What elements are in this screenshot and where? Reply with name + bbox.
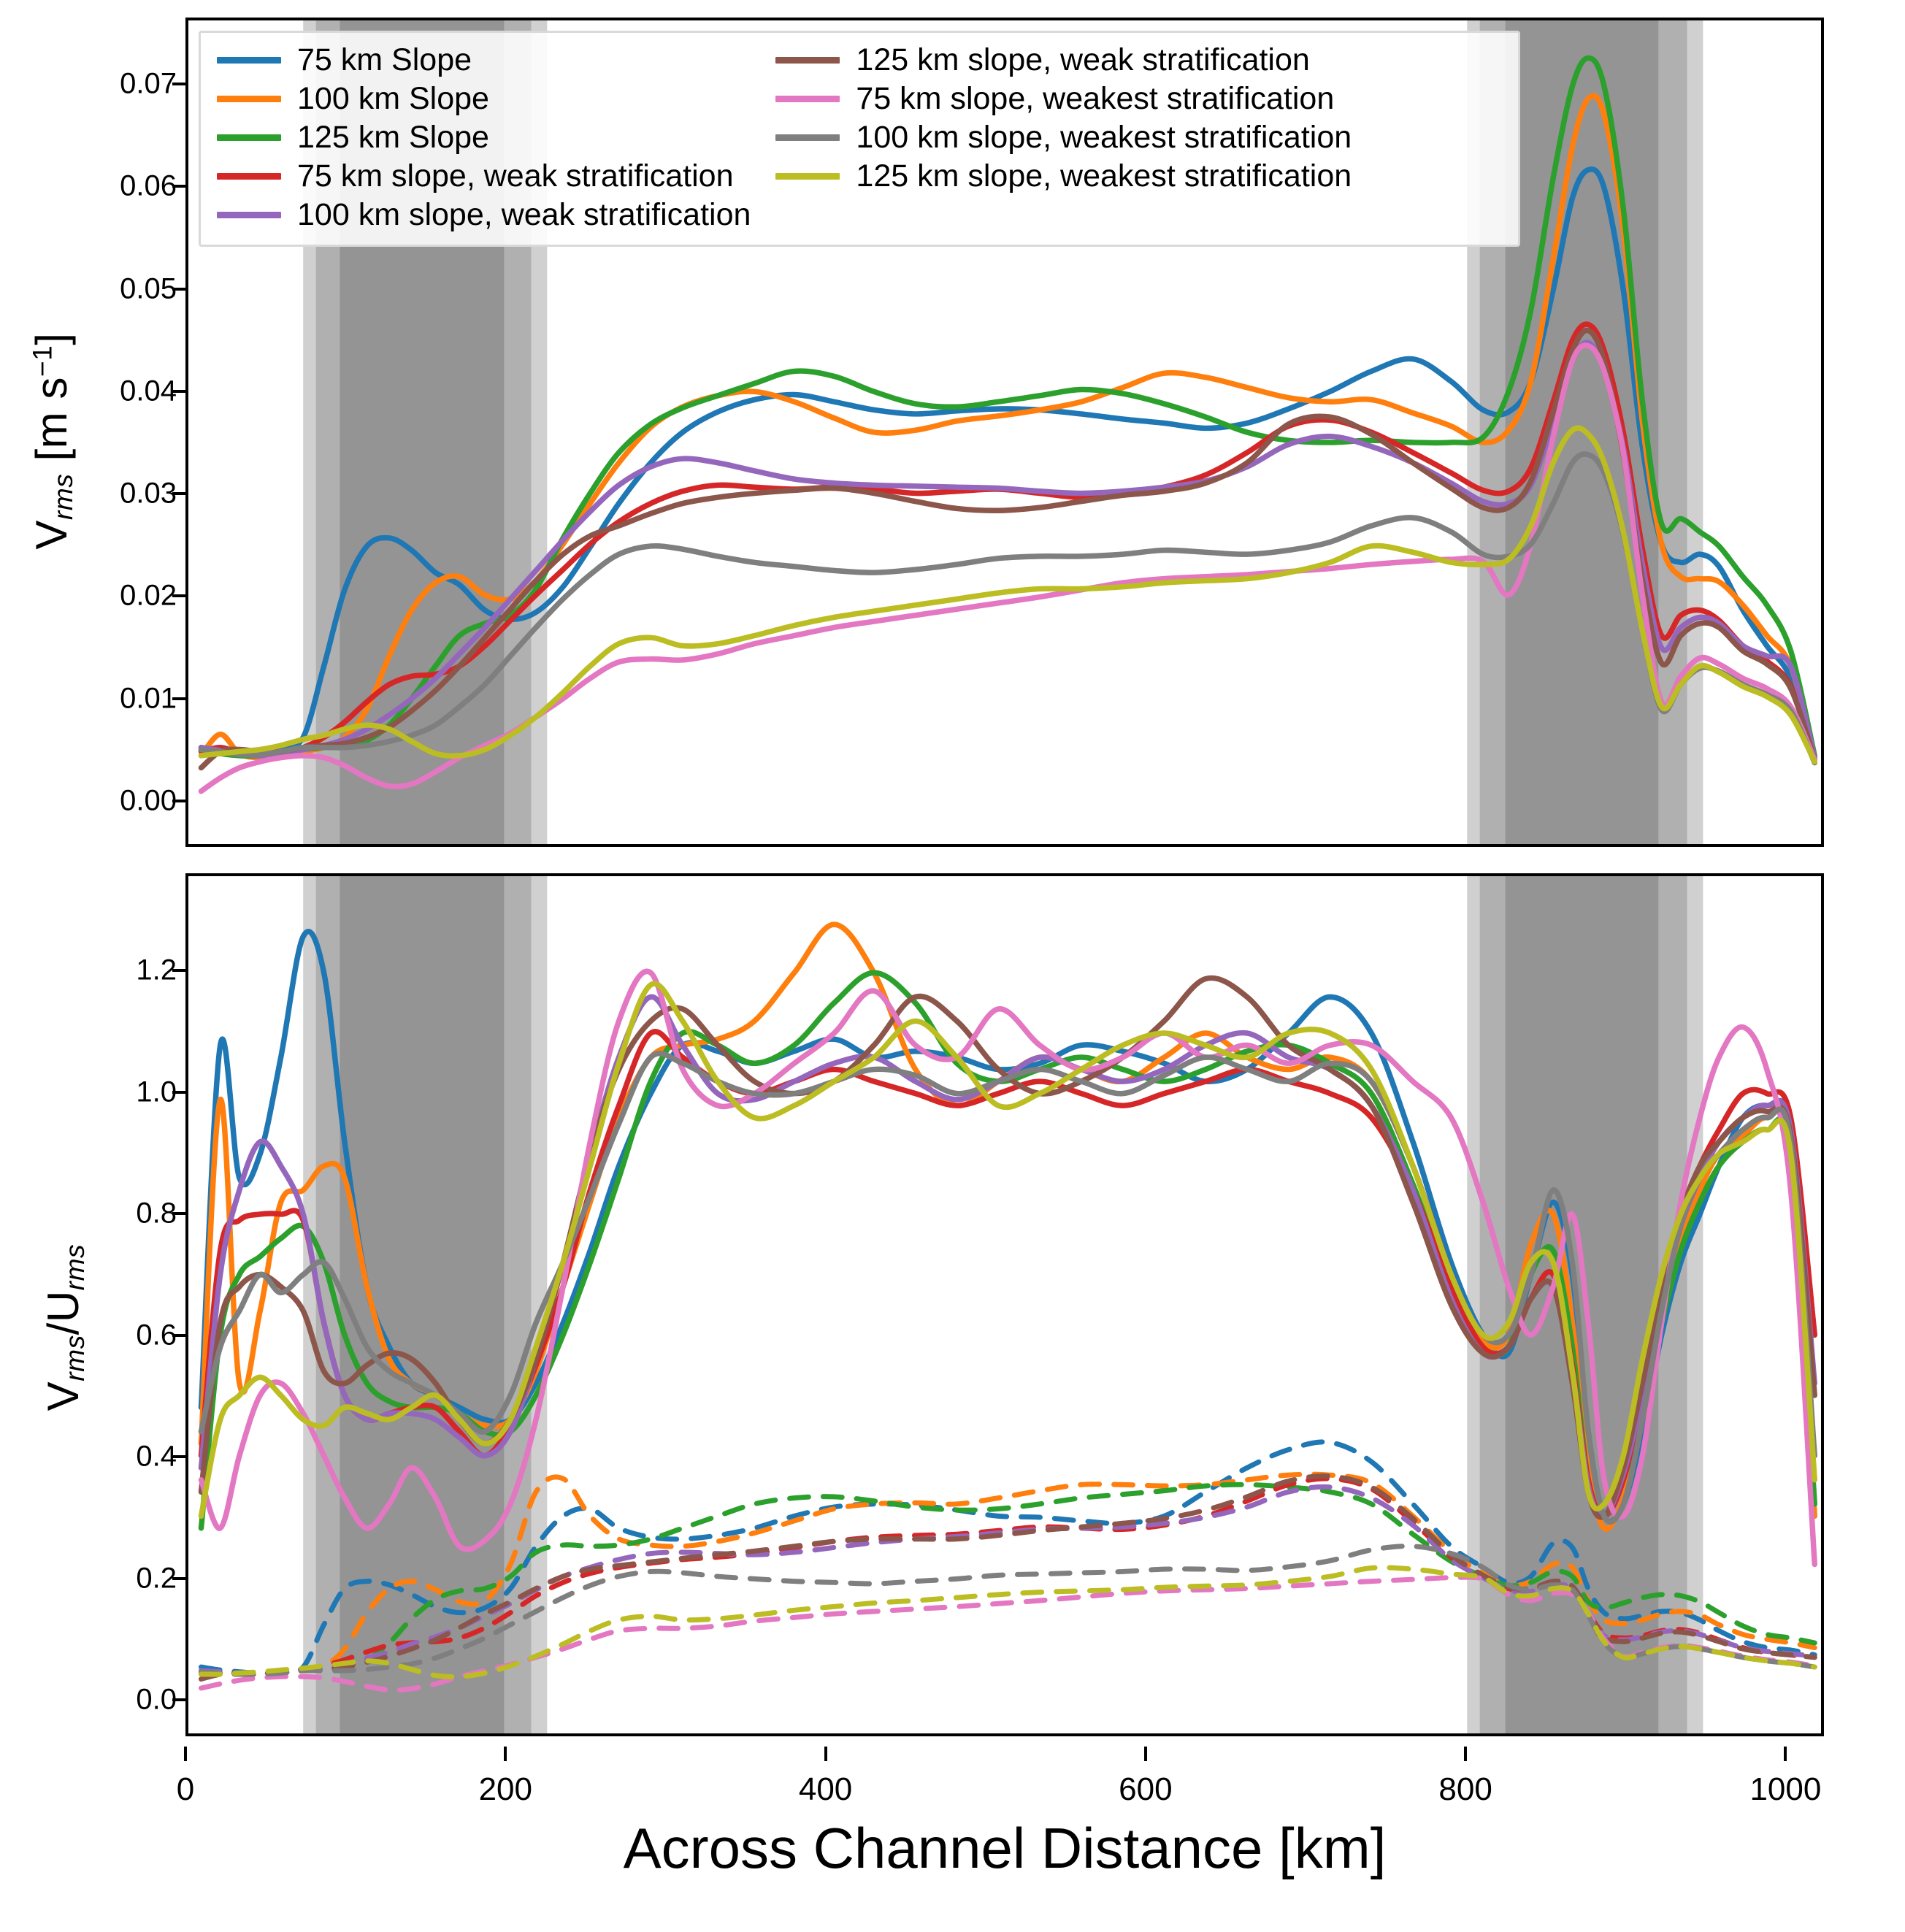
y-axis-tick-mark <box>172 287 185 291</box>
legend-item[interactable]: 125 km slope, weakest stratification <box>775 159 1352 193</box>
y-axis-tick-label: 0.01 <box>120 682 177 715</box>
x-axis-tick-label: 0 <box>176 1771 195 1807</box>
data-series-line <box>198 1574 1817 1693</box>
legend-item[interactable]: 75 km Slope <box>217 43 751 77</box>
legend-color-swatch-icon <box>775 172 840 180</box>
legend-color-swatch-icon <box>775 56 840 64</box>
legend-color-swatch-icon <box>217 211 281 218</box>
x-axis-tick-label: 600 <box>1119 1771 1173 1807</box>
legend-item-label: 75 km Slope <box>297 42 472 77</box>
y-axis-tick-mark <box>172 1698 185 1702</box>
legend-color-swatch-icon <box>217 56 281 64</box>
y-axis-tick-mark <box>172 389 185 393</box>
data-series-line <box>198 1051 1817 1525</box>
y-axis-tick-label: 0.05 <box>120 272 177 305</box>
data-series-line <box>198 1439 1817 1676</box>
y-axis-tick-mark <box>172 1576 185 1580</box>
y-axis-tick-mark <box>172 594 185 598</box>
legend-item[interactable]: 125 km slope, weak stratification <box>775 43 1352 77</box>
legend-item[interactable]: 75 km slope, weak stratification <box>217 159 751 193</box>
legend-item-label: 125 km slope, weakest stratification <box>856 158 1352 193</box>
y-axis-tick-label: 0.4 <box>136 1440 177 1473</box>
y-axis-tick-mark <box>172 1090 185 1094</box>
legend-item-label: 125 km Slope <box>297 119 489 155</box>
xtick-labels: 0 200 400 600 800 1000 <box>177 1747 1824 1807</box>
y-axis-tick-mark <box>172 697 185 700</box>
legend-column-left: 75 km Slope 100 km Slope 125 km Slope 75 km… <box>217 43 751 231</box>
y-axis-tick-mark <box>172 969 185 973</box>
y-axis-tick-label: 0.0 <box>136 1683 177 1716</box>
legend-color-swatch-icon <box>775 134 840 141</box>
y-axis-tick-mark <box>172 799 185 802</box>
legend-item[interactable]: 100 km Slope <box>217 82 751 115</box>
legend-item-label: 100 km slope, weakest stratification <box>856 119 1352 155</box>
legend-item[interactable]: 100 km slope, weak stratification <box>217 198 751 231</box>
y-axis-tick-label: 0.02 <box>120 579 177 612</box>
data-series-line <box>198 1473 1817 1682</box>
y-axis-tick-mark <box>172 185 185 188</box>
x-axis-tick-mark <box>1784 1747 1787 1761</box>
legend-item-label: 100 km slope, weak stratification <box>297 196 751 232</box>
data-series-line <box>198 1565 1817 1679</box>
y-axis-tick-label: 0.2 <box>136 1562 177 1595</box>
x-axis-tick-label: 200 <box>478 1771 532 1807</box>
legend-item-label: 100 km Slope <box>297 80 489 116</box>
top-panel-ylabel: Vrms [m s−1] <box>26 332 79 550</box>
y-axis-tick-mark <box>172 492 185 496</box>
data-series-line <box>198 1481 1817 1677</box>
legend-color-swatch-icon <box>217 134 281 141</box>
y-axis-tick-label: 1.0 <box>136 1076 177 1108</box>
bottom-panel-ylabel: Vrms/Urms <box>38 1243 91 1411</box>
legend-color-swatch-icon <box>217 95 281 102</box>
legend: 75 km Slope 100 km Slope 125 km Slope 75 km… <box>199 31 1520 247</box>
legend-item[interactable]: 100 km slope, weakest stratification <box>775 120 1352 154</box>
data-series-line <box>198 425 1817 764</box>
x-axis-tick-mark <box>184 1747 187 1761</box>
y-axis-tick-label: 0.03 <box>120 477 177 510</box>
x-axis-tick-mark <box>1143 1747 1147 1761</box>
x-axis-tick-mark <box>504 1747 507 1761</box>
x-axis-tick-label: 800 <box>1438 1771 1492 1807</box>
y-axis-tick-label: 0.6 <box>136 1319 177 1352</box>
bottom-panel-ytick-labels: 0.0 0.2 0.4 0.6 0.8 1.0 1.2 <box>15 873 185 1736</box>
legend-color-swatch-icon <box>775 95 840 102</box>
bottom-panel-plot <box>198 876 1817 1733</box>
legend-item[interactable]: 125 km Slope <box>217 120 751 154</box>
y-axis-tick-label: 0.06 <box>120 169 177 202</box>
data-series-line <box>198 1471 1817 1677</box>
shaded-region <box>340 876 505 1733</box>
legend-color-swatch-icon <box>217 172 281 180</box>
y-axis-tick-mark <box>172 1455 185 1459</box>
data-series-line <box>198 981 1817 1519</box>
y-axis-tick-label: 0.04 <box>120 375 177 407</box>
data-series-line <box>198 968 1817 1568</box>
top-panel-ytick-labels: 0.00 0.01 0.02 0.03 0.04 0.05 0.06 0.07 <box>15 18 185 847</box>
x-axis-title: Across Channel Distance [km] <box>623 1816 1387 1880</box>
legend-column-right: 125 km slope, weak stratification 75 km s… <box>775 43 1352 231</box>
y-axis-tick-label: 1.2 <box>136 954 177 986</box>
bottom-panel-axes <box>185 873 1824 1736</box>
legend-item[interactable]: 75 km slope, weakest stratification <box>775 82 1352 115</box>
legend-item-label: 125 km slope, weak stratification <box>856 42 1310 77</box>
x-axis-tick-mark <box>1464 1747 1468 1761</box>
legend-item-label: 75 km slope, weak stratification <box>297 158 734 193</box>
x-axis-tick-mark <box>824 1747 827 1761</box>
legend-item-label: 75 km slope, weakest stratification <box>856 80 1335 116</box>
y-axis-tick-mark <box>172 83 185 86</box>
y-axis-tick-label: 0.00 <box>120 784 177 817</box>
data-series-line <box>198 342 1817 794</box>
y-axis-tick-label: 0.07 <box>120 67 177 100</box>
y-axis-tick-label: 0.8 <box>136 1197 177 1230</box>
x-axis-tick-label: 1000 <box>1749 1771 1822 1807</box>
y-axis-tick-mark <box>172 1333 185 1337</box>
x-axis-tick-label: 400 <box>798 1771 853 1807</box>
y-axis-tick-mark <box>172 1212 185 1216</box>
